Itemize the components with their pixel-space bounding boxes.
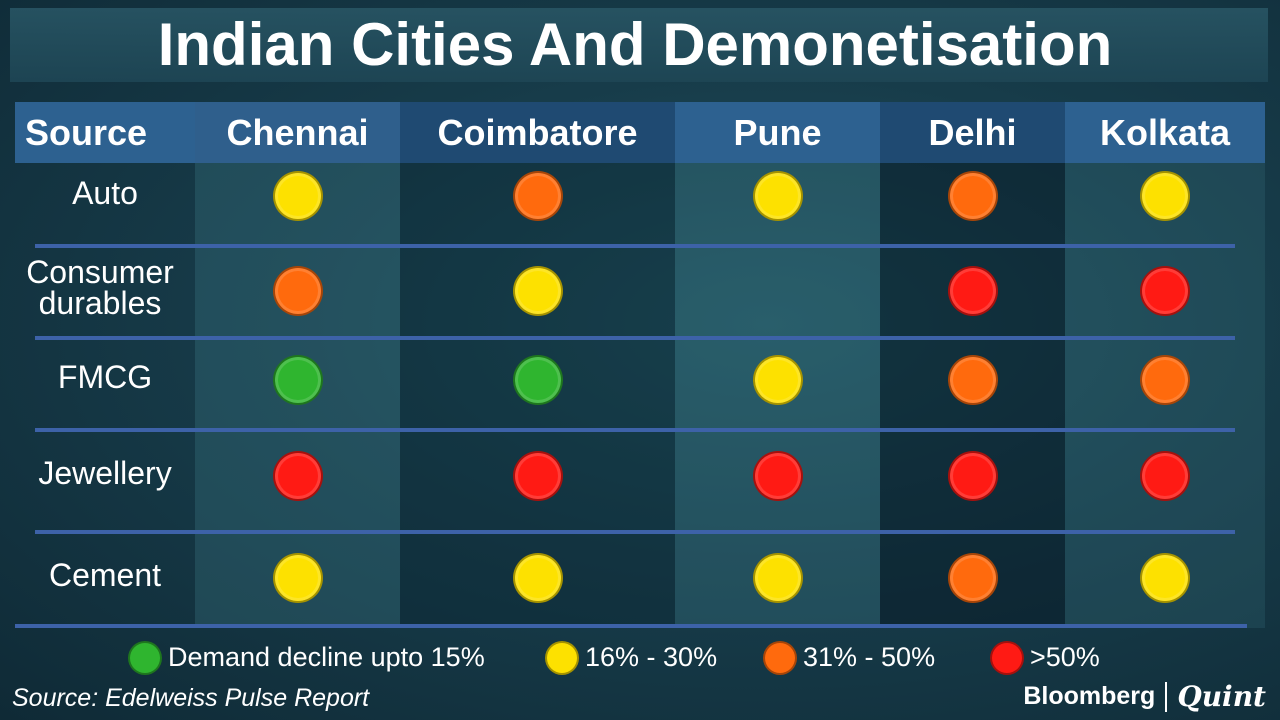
column-header: Chennai xyxy=(195,102,400,163)
rating-dot xyxy=(1140,451,1190,501)
rating-dot xyxy=(947,355,998,405)
legend-dot xyxy=(990,641,1024,675)
brand-name: Bloomberg xyxy=(1023,682,1156,710)
rating-dot xyxy=(272,451,323,501)
source-note: Source: Edelweiss Pulse Report xyxy=(12,684,370,712)
row-divider xyxy=(35,428,1235,432)
rating-dot xyxy=(947,451,998,501)
row-label: Consumer durables xyxy=(26,254,174,321)
heatmap-table: Source Chennai Coimbatore Pune Delhi Kolkata A… xyxy=(15,102,1265,632)
row-label: Cement xyxy=(48,557,162,593)
brand-separator xyxy=(1165,681,1168,712)
rating-dot xyxy=(272,266,323,316)
rating-dot xyxy=(752,355,803,405)
rating-dot xyxy=(1140,553,1190,603)
column-header: Delhi xyxy=(880,102,1065,163)
legend-dot xyxy=(545,641,579,675)
rating-dot xyxy=(1140,355,1190,405)
row-label: Auto xyxy=(72,175,138,211)
rating-dot xyxy=(1140,266,1190,316)
legend-label: 31% - 50% xyxy=(803,642,936,672)
rating-dot xyxy=(752,171,803,221)
brand-logo: Bloomberg Quint xyxy=(1023,680,1266,713)
row-label: FMCG xyxy=(57,359,153,395)
rating-dot xyxy=(272,171,323,221)
row-divider xyxy=(35,530,1235,534)
rating-dot xyxy=(752,553,803,603)
legend-label: Demand decline upto 15% xyxy=(168,642,485,672)
legend-dot xyxy=(763,641,797,675)
row-divider xyxy=(35,336,1235,340)
rating-dot xyxy=(1140,171,1190,221)
legend-dot xyxy=(128,641,162,675)
rating-dot xyxy=(512,451,563,501)
chart-title: Indian Cities And Demonetisation xyxy=(157,11,1113,78)
column-header: Source xyxy=(15,102,195,163)
rating-dot xyxy=(272,553,323,603)
row-label: Jewellery xyxy=(38,455,172,491)
rating-dot xyxy=(512,266,563,316)
rating-dot xyxy=(947,266,998,316)
rating-dot xyxy=(947,171,998,221)
rating-dot xyxy=(272,355,323,405)
row-divider xyxy=(35,244,1235,248)
column-header: Pune xyxy=(675,102,880,163)
column-header: Coimbatore xyxy=(400,102,675,163)
legend: Demand decline upto 15% 16% - 30% 31% - 50… xyxy=(0,640,1280,680)
rating-dot xyxy=(512,171,563,221)
rating-dot xyxy=(512,553,563,603)
brand-sub: Quint xyxy=(1177,680,1266,713)
legend-label: 16% - 30% xyxy=(585,642,718,672)
column-header: Kolkata xyxy=(1065,102,1265,163)
legend-label: >50% xyxy=(1030,642,1100,672)
title-banner xyxy=(10,8,1268,82)
row-divider xyxy=(15,624,1247,628)
rating-dot xyxy=(512,355,563,405)
rating-dot xyxy=(947,553,998,603)
rating-dot xyxy=(752,451,803,501)
